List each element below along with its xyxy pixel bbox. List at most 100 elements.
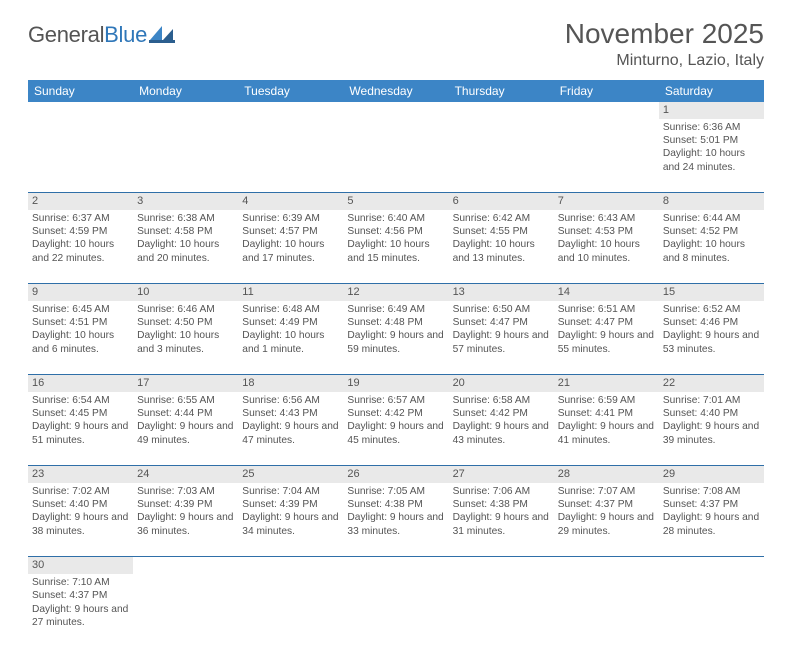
day-number-cell: 29 xyxy=(659,466,764,483)
day-number-cell: 21 xyxy=(554,375,659,392)
day-number-cell: 25 xyxy=(238,466,343,483)
daylight-text: Daylight: 9 hours and 33 minutes. xyxy=(347,511,444,538)
logo: GeneralBlue xyxy=(28,22,175,48)
day-number-cell: 19 xyxy=(343,375,448,392)
day-number-cell: 22 xyxy=(659,375,764,392)
day-number-cell xyxy=(449,557,554,574)
day-number-cell: 27 xyxy=(449,466,554,483)
header: GeneralBlue November 2025 Minturno, Lazi… xyxy=(28,18,764,70)
day-number-cell: 6 xyxy=(449,193,554,210)
day-number-cell: 4 xyxy=(238,193,343,210)
day-content-cell: Sunrise: 6:55 AMSunset: 4:44 PMDaylight:… xyxy=(133,392,238,466)
sunset-text: Sunset: 4:41 PM xyxy=(558,407,655,420)
day-number-row: 30 xyxy=(28,557,764,574)
day-number-cell: 9 xyxy=(28,284,133,301)
sunrise-text: Sunrise: 7:05 AM xyxy=(347,485,444,498)
day-content-cell xyxy=(133,119,238,193)
day-content-cell: Sunrise: 6:42 AMSunset: 4:55 PMDaylight:… xyxy=(449,210,554,284)
sunset-text: Sunset: 4:39 PM xyxy=(242,498,339,511)
day-number-cell xyxy=(238,102,343,119)
sunset-text: Sunset: 4:55 PM xyxy=(453,225,550,238)
day-number-cell: 26 xyxy=(343,466,448,483)
day-number-cell: 23 xyxy=(28,466,133,483)
day-number-cell xyxy=(449,102,554,119)
daylight-text: Daylight: 10 hours and 13 minutes. xyxy=(453,238,550,265)
day-content-cell: Sunrise: 6:50 AMSunset: 4:47 PMDaylight:… xyxy=(449,301,554,375)
daylight-text: Daylight: 9 hours and 43 minutes. xyxy=(453,420,550,447)
daylight-text: Daylight: 9 hours and 57 minutes. xyxy=(453,329,550,356)
weekday-header-row: SundayMondayTuesdayWednesdayThursdayFrid… xyxy=(28,80,764,102)
sunrise-text: Sunrise: 6:45 AM xyxy=(32,303,129,316)
day-content-cell: Sunrise: 7:10 AMSunset: 4:37 PMDaylight:… xyxy=(28,574,133,648)
sunset-text: Sunset: 4:43 PM xyxy=(242,407,339,420)
sunrise-text: Sunrise: 6:39 AM xyxy=(242,212,339,225)
day-number-cell: 13 xyxy=(449,284,554,301)
day-number-row: 16171819202122 xyxy=(28,375,764,392)
day-content-cell: Sunrise: 6:40 AMSunset: 4:56 PMDaylight:… xyxy=(343,210,448,284)
sunrise-text: Sunrise: 6:54 AM xyxy=(32,394,129,407)
sunrise-text: Sunrise: 7:07 AM xyxy=(558,485,655,498)
sunset-text: Sunset: 4:56 PM xyxy=(347,225,444,238)
day-content-cell: Sunrise: 6:52 AMSunset: 4:46 PMDaylight:… xyxy=(659,301,764,375)
daylight-text: Daylight: 10 hours and 8 minutes. xyxy=(663,238,760,265)
day-content-row: Sunrise: 6:37 AMSunset: 4:59 PMDaylight:… xyxy=(28,210,764,284)
title-block: November 2025 Minturno, Lazio, Italy xyxy=(565,18,764,70)
sunset-text: Sunset: 4:38 PM xyxy=(453,498,550,511)
sunset-text: Sunset: 4:40 PM xyxy=(32,498,129,511)
day-content-cell: Sunrise: 7:05 AMSunset: 4:38 PMDaylight:… xyxy=(343,483,448,557)
day-content-cell: Sunrise: 6:39 AMSunset: 4:57 PMDaylight:… xyxy=(238,210,343,284)
day-content-cell xyxy=(343,574,448,648)
day-content-row: Sunrise: 6:54 AMSunset: 4:45 PMDaylight:… xyxy=(28,392,764,466)
day-content-cell: Sunrise: 7:08 AMSunset: 4:37 PMDaylight:… xyxy=(659,483,764,557)
day-content-row: Sunrise: 7:02 AMSunset: 4:40 PMDaylight:… xyxy=(28,483,764,557)
day-number-cell: 12 xyxy=(343,284,448,301)
sunset-text: Sunset: 4:44 PM xyxy=(137,407,234,420)
day-content-cell: Sunrise: 7:01 AMSunset: 4:40 PMDaylight:… xyxy=(659,392,764,466)
weekday-header: Tuesday xyxy=(238,80,343,102)
day-content-row: Sunrise: 6:45 AMSunset: 4:51 PMDaylight:… xyxy=(28,301,764,375)
logo-text-blue: Blue xyxy=(104,22,147,47)
daylight-text: Daylight: 10 hours and 17 minutes. xyxy=(242,238,339,265)
day-content-row: Sunrise: 6:36 AMSunset: 5:01 PMDaylight:… xyxy=(28,119,764,193)
day-number-cell xyxy=(28,102,133,119)
sunset-text: Sunset: 4:52 PM xyxy=(663,225,760,238)
day-content-cell: Sunrise: 6:57 AMSunset: 4:42 PMDaylight:… xyxy=(343,392,448,466)
sunrise-text: Sunrise: 7:02 AM xyxy=(32,485,129,498)
sunrise-text: Sunrise: 6:57 AM xyxy=(347,394,444,407)
day-content-cell: Sunrise: 6:43 AMSunset: 4:53 PMDaylight:… xyxy=(554,210,659,284)
daylight-text: Daylight: 9 hours and 27 minutes. xyxy=(32,603,129,630)
sunrise-text: Sunrise: 6:58 AM xyxy=(453,394,550,407)
daylight-text: Daylight: 9 hours and 38 minutes. xyxy=(32,511,129,538)
day-number-cell xyxy=(343,557,448,574)
day-content-cell xyxy=(238,119,343,193)
day-content-cell: Sunrise: 6:46 AMSunset: 4:50 PMDaylight:… xyxy=(133,301,238,375)
day-number-cell: 2 xyxy=(28,193,133,210)
day-content-cell xyxy=(554,119,659,193)
sunrise-text: Sunrise: 6:59 AM xyxy=(558,394,655,407)
sunrise-text: Sunrise: 7:03 AM xyxy=(137,485,234,498)
daylight-text: Daylight: 9 hours and 53 minutes. xyxy=(663,329,760,356)
daylight-text: Daylight: 10 hours and 24 minutes. xyxy=(663,147,760,174)
month-title: November 2025 xyxy=(565,18,764,50)
day-number-cell: 10 xyxy=(133,284,238,301)
day-number-cell: 30 xyxy=(28,557,133,574)
sunrise-text: Sunrise: 6:56 AM xyxy=(242,394,339,407)
sunrise-text: Sunrise: 7:10 AM xyxy=(32,576,129,589)
daylight-text: Daylight: 9 hours and 41 minutes. xyxy=(558,420,655,447)
day-content-cell: Sunrise: 6:54 AMSunset: 4:45 PMDaylight:… xyxy=(28,392,133,466)
day-content-cell: Sunrise: 6:59 AMSunset: 4:41 PMDaylight:… xyxy=(554,392,659,466)
sunset-text: Sunset: 4:37 PM xyxy=(663,498,760,511)
day-number-cell: 18 xyxy=(238,375,343,392)
day-number-cell: 3 xyxy=(133,193,238,210)
day-content-cell xyxy=(449,119,554,193)
sunrise-text: Sunrise: 7:01 AM xyxy=(663,394,760,407)
daylight-text: Daylight: 9 hours and 39 minutes. xyxy=(663,420,760,447)
sunrise-text: Sunrise: 6:42 AM xyxy=(453,212,550,225)
day-number-cell: 8 xyxy=(659,193,764,210)
day-content-cell xyxy=(449,574,554,648)
daylight-text: Daylight: 9 hours and 28 minutes. xyxy=(663,511,760,538)
daylight-text: Daylight: 9 hours and 45 minutes. xyxy=(347,420,444,447)
weekday-header: Friday xyxy=(554,80,659,102)
sunrise-text: Sunrise: 6:37 AM xyxy=(32,212,129,225)
day-content-cell: Sunrise: 6:44 AMSunset: 4:52 PMDaylight:… xyxy=(659,210,764,284)
